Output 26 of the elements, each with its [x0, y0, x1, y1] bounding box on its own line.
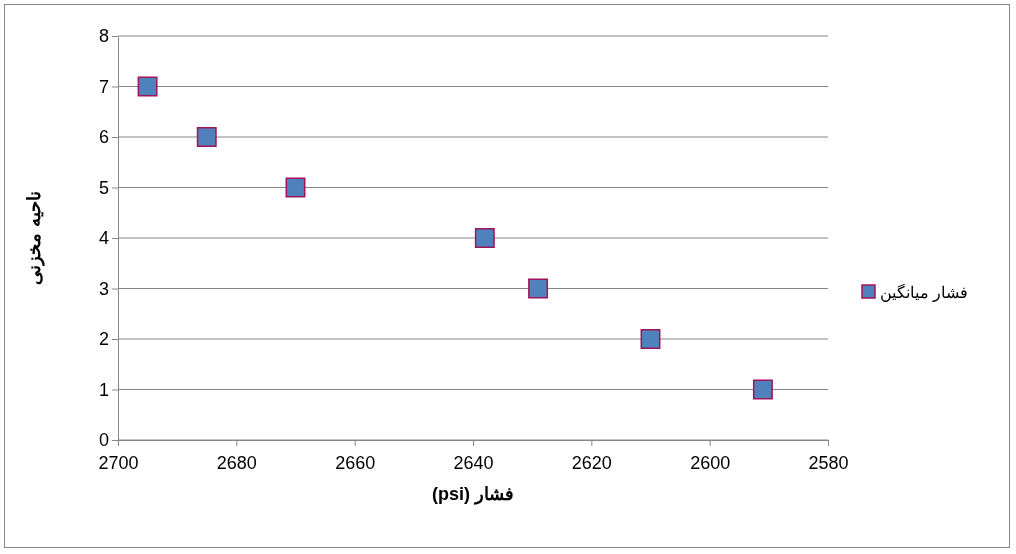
x-tick-label: 2580 — [808, 452, 849, 473]
y-tick-label: 7 — [98, 76, 109, 97]
y-tick-label: 4 — [98, 228, 109, 249]
x-tick-label: 2700 — [98, 452, 139, 473]
y-tick-label: 6 — [98, 127, 109, 148]
x-tick-label: 2660 — [335, 452, 376, 473]
point — [137, 76, 158, 97]
x-tick-label: 2680 — [216, 452, 257, 473]
y-tick-label: 3 — [98, 278, 109, 299]
legend-label: فشار میانگین — [880, 283, 969, 302]
y-tick-label: 8 — [98, 26, 109, 47]
x-tick-label: 2640 — [453, 452, 494, 473]
y-tick-label: 1 — [98, 379, 109, 400]
y-tick-label: 0 — [98, 430, 109, 451]
point — [285, 177, 306, 198]
x-axis-title: فشار (psi) — [431, 484, 515, 505]
y-axis-title: ناحیه مخزنی — [24, 191, 45, 285]
point — [474, 228, 495, 248]
x-tick-label: 2600 — [690, 452, 731, 473]
y-tick-label: 5 — [98, 177, 109, 198]
point — [640, 329, 661, 349]
point — [528, 278, 549, 299]
point — [752, 379, 773, 400]
x-tick-label: 2620 — [571, 452, 612, 473]
point — [196, 127, 217, 147]
y-tick-label: 2 — [98, 329, 109, 350]
